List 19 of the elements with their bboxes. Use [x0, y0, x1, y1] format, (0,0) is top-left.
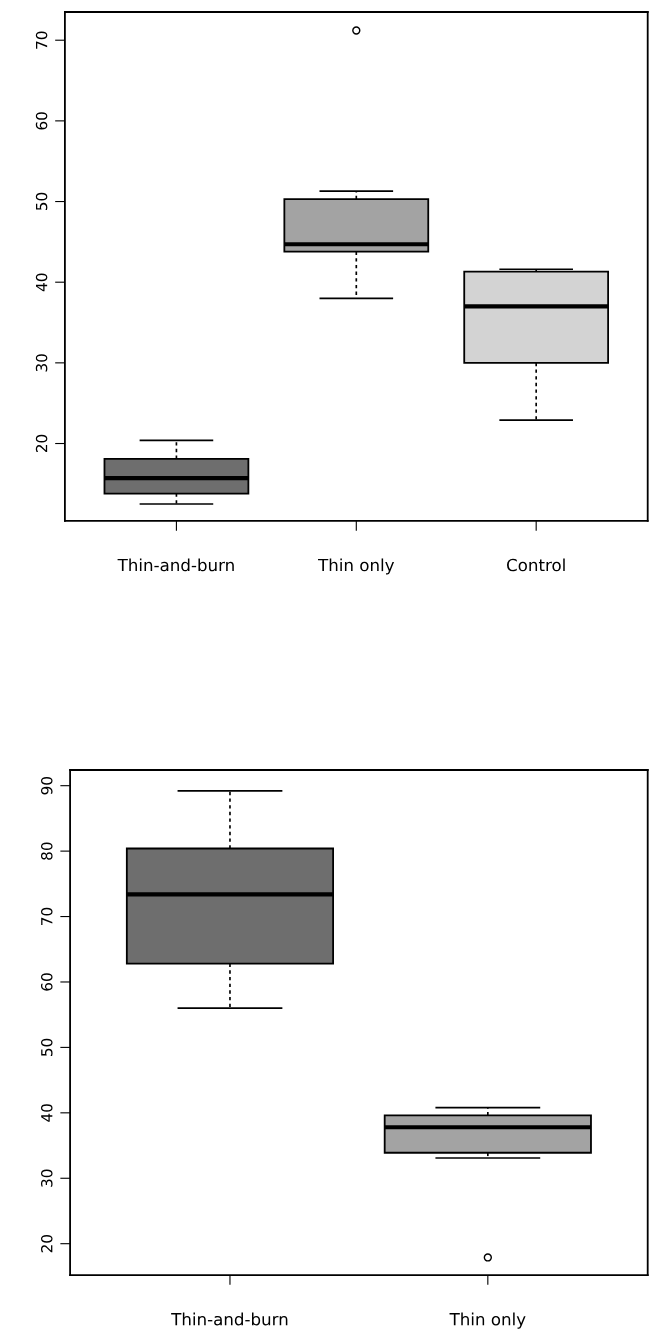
x-tick-label: Thin only — [318, 558, 395, 575]
y-tick-label: 50 — [35, 192, 48, 211]
y-tick-label: 30 — [35, 354, 48, 372]
x-tick-label: Thin-and-burn — [117, 558, 234, 572]
y-tick-label: 60 — [35, 112, 48, 130]
y-tick-label: 60 — [40, 973, 53, 991]
y-tick-label: 30 — [40, 1169, 53, 1187]
x-tick-label: Thin only — [449, 1312, 526, 1329]
y-tick-label: 70 — [40, 907, 53, 926]
x-tick-label: Thin-and-burn — [171, 1312, 288, 1326]
x-tick-label: Control — [506, 558, 565, 572]
y-tick-label: 40 — [35, 273, 48, 292]
y-tick-label: 20 — [35, 434, 48, 453]
y-tick-label: 20 — [40, 1234, 53, 1253]
y-tick-label: 70 — [35, 31, 48, 49]
y-tick-label: 80 — [40, 842, 53, 860]
y-tick-label: 50 — [40, 1038, 53, 1056]
y-tick-label: 90 — [40, 776, 53, 795]
y-tick-label: 40 — [40, 1104, 53, 1122]
